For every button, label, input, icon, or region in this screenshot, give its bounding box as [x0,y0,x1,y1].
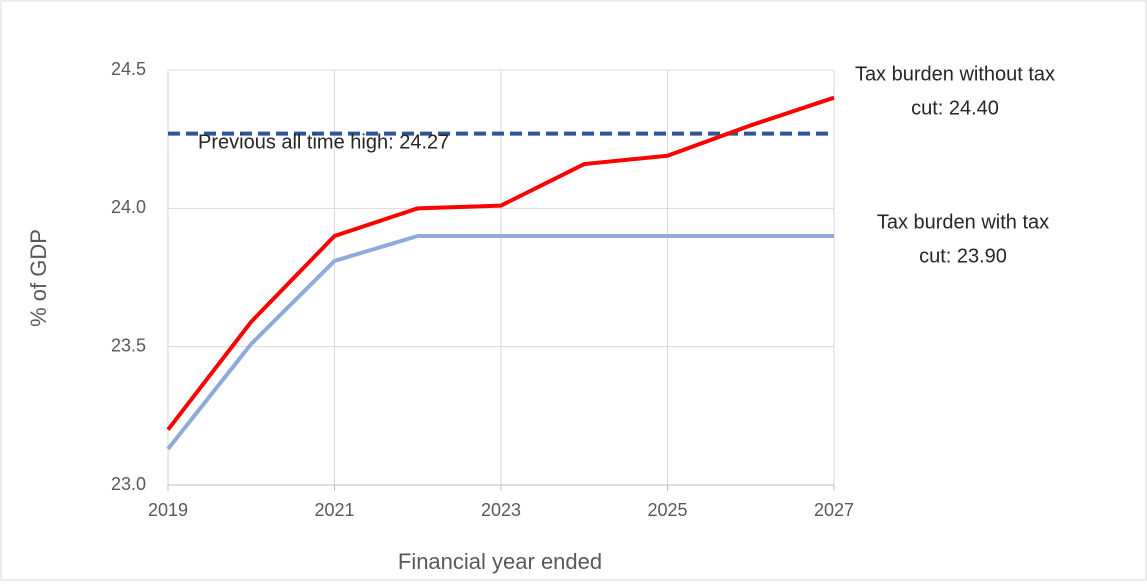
annotation: Tax burden with tax [877,211,1049,233]
x-tick-label: 2023 [481,500,521,520]
x-axis-title: Financial year ended [398,549,602,574]
annotation: cut: 24.40 [911,97,999,119]
y-tick-label: 24.5 [111,59,146,79]
series-line [166,234,834,451]
annotation: Tax burden without tax [855,63,1055,85]
y-tick-label: 24.0 [111,197,146,217]
y-tick-label: 23.5 [111,335,146,355]
y-axis-title: % of GDP [26,229,51,327]
x-tick-label: 2019 [148,500,188,520]
annotation: Previous all time high: 24.27 [198,131,449,153]
series-line [166,95,835,431]
annotation: cut: 23.90 [919,245,1007,267]
y-tick-label: 23.0 [111,474,146,494]
x-tick-label: 2027 [814,500,854,520]
x-tick-label: 2025 [647,500,687,520]
x-tick-label: 2021 [314,500,354,520]
